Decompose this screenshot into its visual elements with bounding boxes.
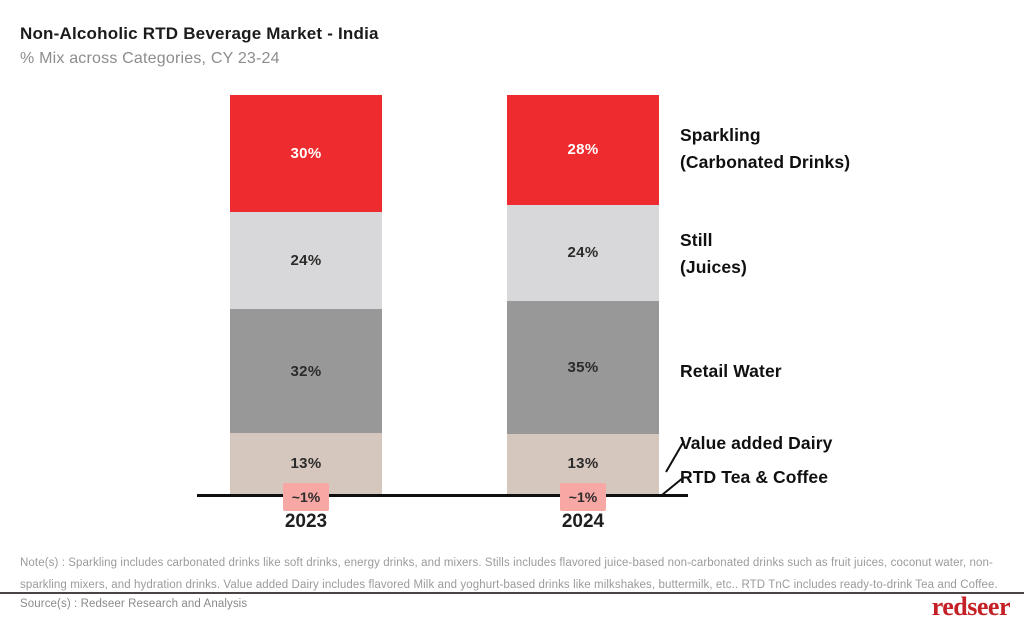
legend-sparkling: Sparkling (Carbonated Drinks): [680, 122, 850, 176]
footer-divider: [0, 592, 1024, 594]
rtd-tea-coffee-value-label-2024: ~1%: [560, 483, 606, 511]
source-text: Source(s) : Redseer Research and Analysi…: [20, 598, 248, 610]
chart-title: Non-Alcoholic RTD Beverage Market - Indi…: [20, 24, 379, 43]
bar-segment-2024-2: 35%: [507, 300, 659, 434]
segment-value-label: 35%: [567, 358, 599, 376]
x-axis-line: [197, 494, 688, 497]
legend-rtd-tea-coffee: RTD Tea & Coffee: [680, 467, 829, 487]
stacked-bar-2024: 28% 24% 35% 13%: [507, 95, 659, 497]
segment-value-label: 24%: [290, 252, 322, 270]
connector-value-added-dairy: [665, 440, 685, 473]
bar-segment-2023-1: 24%: [230, 212, 382, 310]
legend-still: Still (Juices): [680, 227, 747, 281]
segment-value-label: 24%: [567, 244, 599, 262]
legend-value-added-dairy: Value added Dairy: [680, 433, 833, 453]
segment-value-label: 13%: [567, 455, 599, 473]
bar-segment-2024-0: 28%: [507, 95, 659, 205]
x-axis-label-2024: 2024: [561, 511, 605, 532]
legend-sparkling-line1: Sparkling: [680, 125, 761, 145]
rtd-tea-coffee-value-label-2023: ~1%: [283, 483, 329, 511]
bar-segment-2024-1: 24%: [507, 204, 659, 301]
footnotes: Note(s) : Sparkling includes carbonated …: [20, 557, 998, 591]
bar-segment-2023-0: 30%: [230, 95, 382, 213]
legend-sparkling-line2: (Carbonated Drinks): [680, 152, 851, 172]
segment-value-label: 30%: [290, 145, 322, 163]
legend-connector-lines: [661, 440, 685, 496]
chart-subtitle: % Mix across Categories, CY 23-24: [20, 50, 280, 67]
connector-rtd-tea-coffee: [661, 476, 685, 496]
legend-retail-water: Retail Water: [680, 361, 782, 381]
x-axis-label-2023: 2023: [284, 511, 328, 532]
segment-value-label: 32%: [290, 362, 322, 380]
legend-still-line2: (Juices): [680, 257, 747, 277]
stacked-bar-2023: 30% 24% 32% 13%: [230, 95, 382, 497]
segment-value-label: 13%: [290, 454, 322, 472]
legend-still-line1: Still: [680, 230, 713, 250]
redseer-logo: redseer: [931, 592, 1011, 621]
segment-value-label: 28%: [567, 141, 599, 159]
bar-segment-2023-2: 32%: [230, 309, 382, 434]
